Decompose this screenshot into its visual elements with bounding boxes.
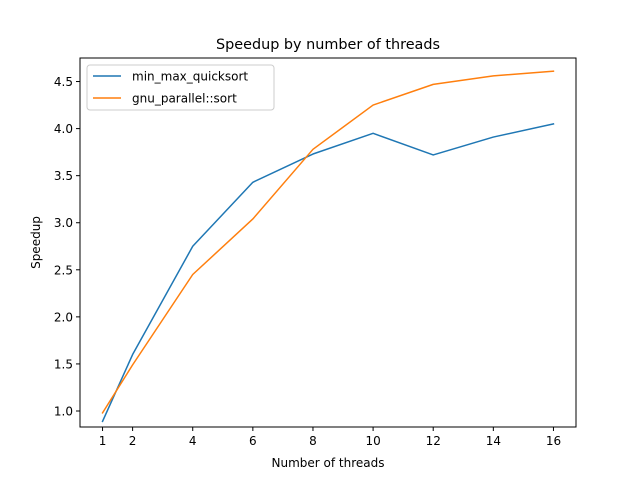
series-line-min-max-quicksort <box>101 122 555 423</box>
plot-area <box>79 57 577 428</box>
x-tick-label: 16 <box>546 434 561 448</box>
y-tick-label: 4.5 <box>54 75 73 89</box>
x-axis-label: Number of threads <box>272 456 385 470</box>
x-tick-label: 4 <box>189 434 197 448</box>
y-tick-label: 4.0 <box>54 122 73 136</box>
plot-frame <box>79 57 577 428</box>
x-tick-label: 14 <box>486 434 501 448</box>
x-tick-label: 10 <box>365 434 380 448</box>
y-tick-label: 1.5 <box>54 357 73 371</box>
chart-title: Speedup by number of threads <box>216 37 440 53</box>
y-tick-label: 3.0 <box>54 216 73 230</box>
x-tick-label: 8 <box>309 434 317 448</box>
y-tick-label: 2.0 <box>54 310 73 324</box>
y-tick-label: 3.5 <box>54 169 73 183</box>
y-tick-label: 1.0 <box>54 404 73 418</box>
legend-label: min_max_quicksort <box>132 70 248 84</box>
x-tick-label: 1 <box>99 434 107 448</box>
x-tick-label: 12 <box>426 434 441 448</box>
y-axis-label: Speedup <box>29 216 43 269</box>
y-axis: 1.0 1.5 2.0 2.5 3.0 3.5 4.0 4.5 <box>54 75 80 418</box>
legend-label: gnu_parallel::sort <box>132 92 237 106</box>
x-tick-label: 6 <box>249 434 257 448</box>
series-lines <box>101 70 555 423</box>
series-line-gnu-parallel-sort <box>101 70 555 414</box>
x-axis: 1 2 4 6 8 10 12 14 16 <box>99 427 561 448</box>
legend-box <box>86 64 275 111</box>
y-tick-label: 2.5 <box>54 263 73 277</box>
x-tick-label: 2 <box>129 434 137 448</box>
